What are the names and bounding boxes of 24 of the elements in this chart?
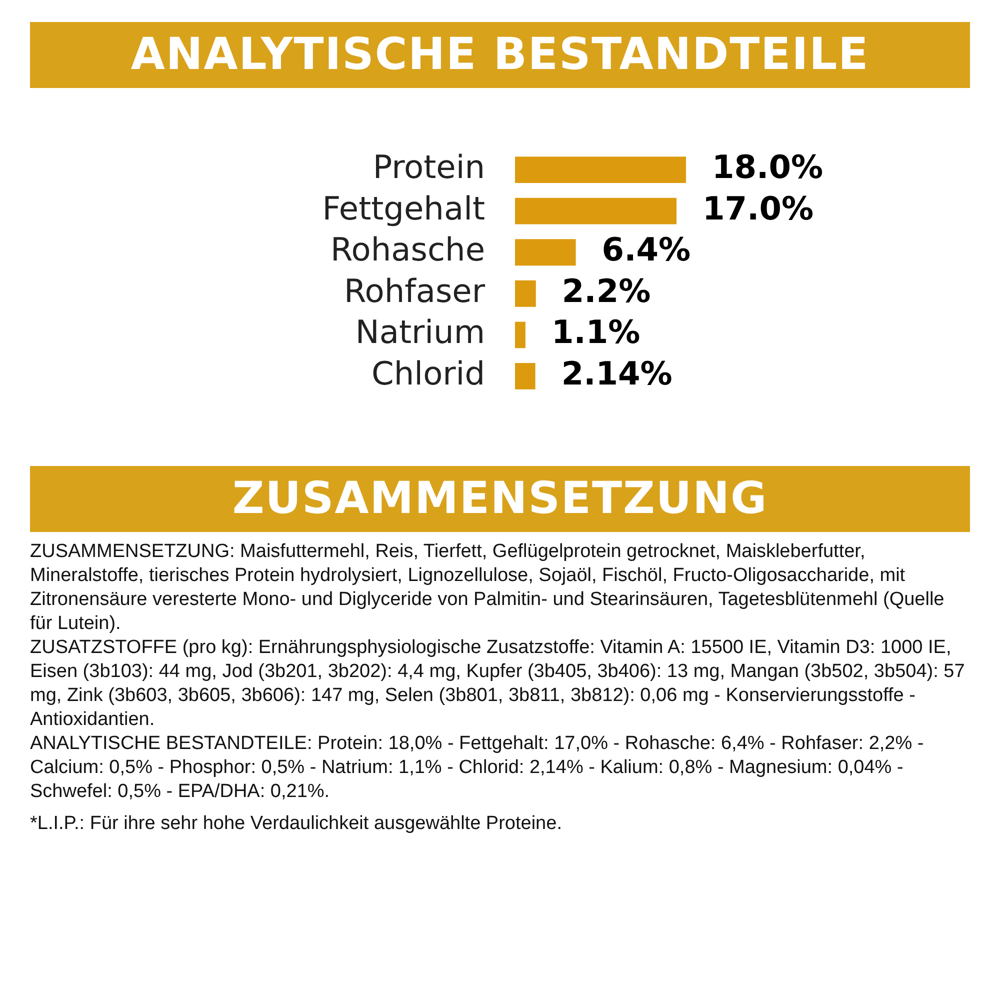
y-tick-label: Fettgehalt (322, 189, 485, 228)
text: ANALYTISCHE BESTANDTEILE: Protein: 18,0% - Fettgehalt: 17,0% - Rohasche: 6,4% - Rohfaser: 2,2% - Calcium: 0,5% - Phosphor: 0,5% - Natrium: 1,1% - Chlorid: 2,14% - Kalium: 0,8% - Magnesium: 0,04% - Schwefel: 0,5% - EPA/DHA: 0,21%. (30, 732, 925, 804)
data-label: 2.14% (561, 354, 672, 392)
bar (515, 362, 536, 390)
data-label: 6.4% (602, 230, 691, 269)
text: ZUSAMMENSETZUNG: Maisfuttermehl, Reis, Tierfett, Geflügelprotein getrocknet, Maiskleberfutter, Mineralstoffe, tierisches Protein hydrolysiert, Lignozellulose, Sojaöl, Fischöl, Fructo-Oligosaccharide, mit Zitronensäure veresterte Mono- und Diglyceride von Palmitin- und Stearinsäuren, Tagetesblütenmehl (Quelle für Lutein). (30, 540, 946, 636)
text: *L.I.P.: Für ihre sehr hohe Verdaulichkeit ausgewählte Proteine. (30, 812, 563, 836)
text: ZUSAMMENSETZUNG (30, 466, 970, 532)
bar (515, 156, 686, 184)
bar (515, 198, 676, 224)
data-label: 1.1% (551, 313, 640, 352)
y-tick-label: Chlorid (372, 354, 485, 392)
data-label: 18.0% (712, 148, 824, 186)
bar (515, 280, 536, 307)
bar (515, 239, 576, 266)
chart-title: ANALYTISCHE BESTANDTEILE (30, 22, 970, 88)
y-tick-label: Protein (372, 148, 485, 186)
data-label: 2.2% (562, 272, 651, 310)
y-tick-label: Rohfaser (344, 272, 486, 310)
y-tick-label: Rohasche (330, 230, 485, 269)
bar (515, 322, 526, 348)
text: ZUSATZSTOFFE (pro kg): Ernährungsphysiologische Zusatzstoffe: Vitamin A: 15500 IE, Vitamin D3: 1000 IE, Eisen (3b103): 44 mg, Jod (3b201, 3b202): 4,4 mg, Kupfer (3b405, 3b406): 13 mg, Mangan (3b502, 3b504): 57 mg, Zink (3b603, 3b605, 3b606): 147 mg, Selen (3b801, 3b811, 3b812): 0,06 mg - Konservierungsstoffe - Antioxidantien. (30, 636, 966, 732)
y-tick-label: Natrium (355, 313, 485, 352)
data-label: 17.0% (702, 189, 814, 228)
